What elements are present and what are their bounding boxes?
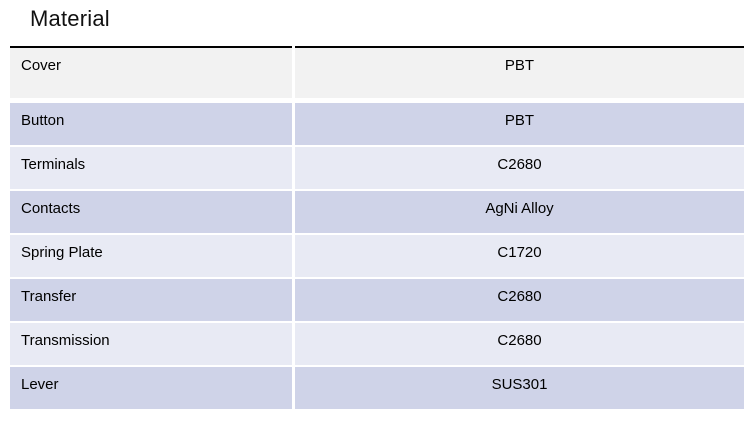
- part-name-cell: Button: [10, 103, 292, 145]
- material-table: Cover PBT Button PBT Terminals C2680 Con…: [10, 46, 744, 411]
- material-value-cell: AgNi Alloy: [295, 191, 744, 233]
- table-row-lever: Lever SUS301: [10, 367, 744, 409]
- material-value-cell: SUS301: [295, 367, 744, 409]
- material-value-cell: C2680: [295, 147, 744, 189]
- part-name-cell: Transmission: [10, 323, 292, 365]
- material-value-cell: C2680: [295, 279, 744, 321]
- material-value-cell: PBT: [295, 103, 744, 145]
- part-name-cell: Spring Plate: [10, 235, 292, 277]
- page-title: Material: [30, 6, 110, 31]
- table-row-transfer: Transfer C2680: [10, 279, 744, 321]
- table-row-button: Button PBT: [10, 103, 744, 145]
- material-value-cell: C2680: [295, 323, 744, 365]
- part-name-cell: Cover: [10, 46, 292, 98]
- table-row-spring-plate: Spring Plate C1720: [10, 235, 744, 277]
- part-name-cell: Terminals: [10, 147, 292, 189]
- table-row-cover: Cover PBT: [10, 46, 744, 98]
- material-value-cell: C1720: [295, 235, 744, 277]
- table-row-contacts: Contacts AgNi Alloy: [10, 191, 744, 233]
- table-row-transmission: Transmission C2680: [10, 323, 744, 365]
- part-name-cell: Transfer: [10, 279, 292, 321]
- table-row-terminals: Terminals C2680: [10, 147, 744, 189]
- part-name-cell: Contacts: [10, 191, 292, 233]
- material-value-cell: PBT: [295, 46, 744, 98]
- part-name-cell: Lever: [10, 367, 292, 409]
